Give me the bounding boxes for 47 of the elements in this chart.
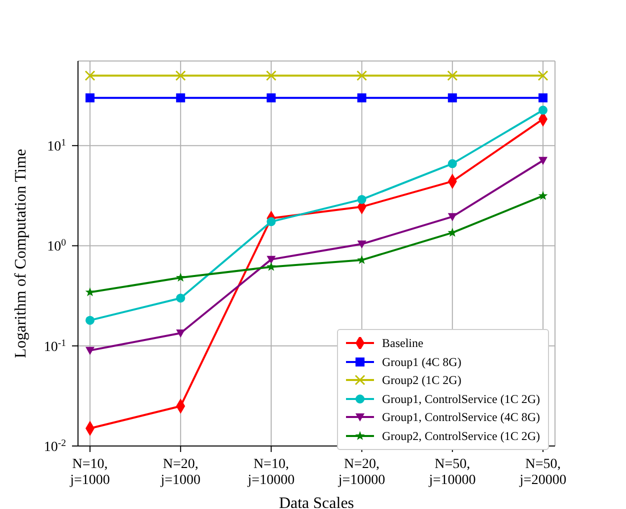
point — [266, 93, 276, 102]
x-tick-label: N=50, j=20000 — [518, 457, 566, 488]
legend-label: Group2, ControlService (1C 2G) — [382, 428, 540, 444]
legend-label: Group1, ControlService (1C 2G) — [382, 390, 540, 408]
point — [357, 194, 366, 204]
point — [538, 70, 548, 81]
y-tick-label: 10$^{-1}$ — [44, 337, 66, 355]
x-tick-label: N=50, j=10000 — [428, 457, 476, 488]
point — [448, 228, 458, 237]
y-tick-label: 10$^{1}$ — [47, 137, 66, 155]
legend-label: Group2 (1C 2G) — [382, 372, 462, 389]
x-axis-title: Data Scales — [278, 495, 354, 509]
point — [357, 93, 366, 102]
point — [86, 93, 94, 102]
point — [538, 106, 548, 115]
x-tick-label: N=10, j=1000 — [69, 457, 110, 488]
point — [176, 93, 186, 102]
x-tick-label: N=20, j=1000 — [160, 457, 200, 488]
point — [175, 70, 186, 81]
point — [86, 316, 94, 325]
point — [538, 190, 548, 200]
legend-label: Baseline — [382, 335, 424, 352]
y-tick-label: 10$^{-2}$ — [44, 438, 66, 455]
point — [176, 294, 186, 303]
y-axis-title: Logarithm of Computation Time — [12, 148, 30, 358]
point — [448, 159, 457, 168]
point — [448, 213, 457, 222]
point — [176, 272, 186, 282]
point — [266, 217, 276, 226]
point — [176, 330, 186, 338]
point — [448, 93, 457, 102]
point — [266, 262, 276, 271]
legend-label: Group1 (4C 8G) — [382, 354, 462, 370]
y-tick-label: 10$^{0}$ — [47, 237, 66, 255]
point — [538, 93, 548, 102]
point — [356, 70, 368, 81]
point — [86, 346, 94, 355]
point — [266, 70, 276, 81]
legend-label: Group1, ControlService (4C 8G) — [382, 409, 540, 426]
point — [85, 287, 95, 296]
point — [357, 240, 366, 249]
x-tick-label: N=20, j=10000 — [337, 457, 386, 488]
point — [447, 70, 458, 81]
x-tick-label: N=10, j=10000 — [246, 457, 295, 488]
point — [266, 256, 276, 264]
point — [538, 156, 548, 166]
point — [84, 70, 96, 81]
